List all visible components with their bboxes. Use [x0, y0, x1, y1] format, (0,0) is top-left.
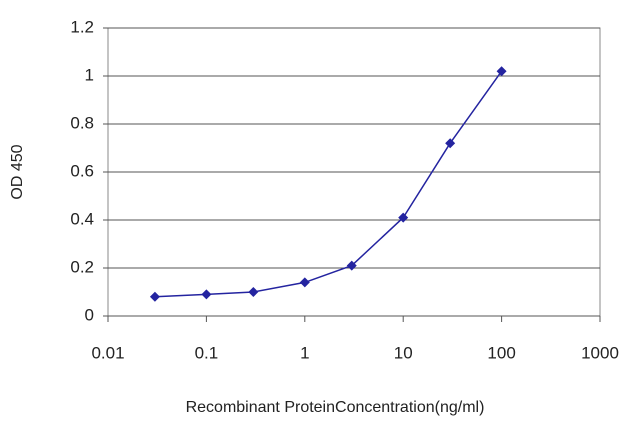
y-tick-label: 0.2 [70, 257, 94, 276]
data-point [299, 277, 310, 288]
y-tick-label: 0.4 [70, 209, 94, 228]
y-axis-title: OD 450 [9, 144, 26, 199]
data-point [496, 66, 507, 77]
y-tick-label: 1.2 [70, 17, 94, 36]
x-tick-label: 10 [394, 343, 413, 362]
data-point [445, 138, 456, 149]
x-tick-label: 0.01 [91, 343, 124, 362]
x-tick-label: 1000 [581, 343, 619, 362]
y-tick-label: 0 [85, 305, 94, 324]
data-point [248, 287, 259, 297]
x-tick-label: 100 [487, 343, 515, 362]
y-tick-label: 1 [85, 65, 94, 84]
x-tick-label: 1 [300, 343, 309, 362]
data-point [346, 260, 357, 271]
x-axis-title: Recombinant ProteinConcentration(ng/ml) [186, 399, 485, 416]
y-tick-label: 0.6 [70, 161, 94, 180]
x-tick-label: 0.1 [195, 343, 219, 362]
data-point [398, 212, 409, 223]
data-line [154, 70, 503, 298]
data-point [149, 291, 160, 302]
data-point [201, 289, 212, 300]
y-tick-label: 0.8 [70, 113, 94, 132]
